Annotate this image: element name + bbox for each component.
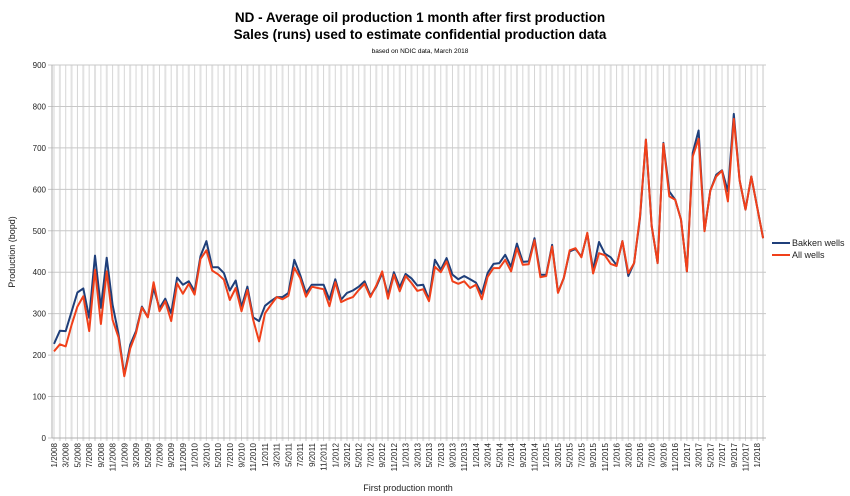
x-tick-label: 5/2015 [566,442,575,467]
x-tick-label: 1/2014 [472,442,481,467]
x-tick-label: 1/2013 [402,442,411,467]
x-tick-label: 5/2014 [495,442,504,467]
x-tick-label: 11/2010 [249,442,258,471]
x-tick-label: 7/2013 [437,442,446,467]
x-tick-label: 9/2016 [659,442,668,467]
x-tick-label: 9/2017 [730,442,739,467]
x-tick-label: 3/2010 [202,442,211,467]
x-tick-label: 3/2017 [695,442,704,467]
x-tick-label: 9/2009 [167,442,176,467]
x-tick-label: 3/2009 [132,442,141,467]
y-tick-label: 700 [33,144,47,153]
x-tick-label: 11/2015 [601,442,610,471]
y-tick-label: 400 [33,268,47,277]
x-tick-label: 7/2016 [648,442,657,467]
x-tick-label: 5/2017 [706,442,715,467]
x-tick-label: 11/2008 [109,442,118,471]
x-tick-label: 3/2012 [343,442,352,467]
x-tick-label: 11/2014 [531,442,540,471]
x-tick-label: 11/2012 [390,442,399,471]
x-tick-label: 1/2009 [120,442,129,467]
x-tick-label: 1/2011 [261,442,270,466]
x-tick-label: 1/2012 [331,442,340,467]
x-tick-label: 7/2011 [296,442,305,466]
x-tick-label: 5/2011 [284,442,293,466]
y-tick-labels: 0 100 200 300 400 500 600 700 800 900 [33,61,47,443]
x-tick-label: 1/2015 [542,442,551,467]
x-axis-title: First production month [363,483,453,493]
x-tick-label: 11/2016 [671,442,680,471]
series-line-all-wells [53,117,765,378]
x-tick-label: 7/2017 [718,442,727,467]
y-tick-label: 500 [33,227,47,236]
x-tick-label: 11/2011 [320,442,329,470]
y-tick-label: 100 [33,393,47,402]
axes [51,65,766,439]
x-tick-label: 5/2009 [144,442,153,467]
x-tick-label: 9/2013 [448,442,457,467]
x-tick-label: 9/2014 [519,442,528,467]
x-tick-labels: 1/2008 3/2008 5/2008 7/2008 9/2008 11/2008 1/2… [50,442,762,471]
x-tick-label: 9/2012 [378,442,387,467]
x-tick-label: 1/2016 [613,442,622,467]
x-tick-label: 9/2010 [238,442,247,467]
x-tick-label: 3/2014 [484,442,493,467]
x-tick-label: 3/2015 [554,442,563,467]
y-tick-label: 900 [33,61,47,70]
chart-subtitle: based on NDIC data, March 2018 [372,48,469,55]
x-tick-label: 9/2015 [589,442,598,467]
x-tick-label: 5/2008 [73,442,82,467]
x-tick-label: 5/2013 [425,442,434,467]
x-tick-label: 3/2011 [273,442,282,466]
series-lines [53,112,765,378]
y-tick-label: 600 [33,185,47,194]
x-tick-label: 1/2008 [50,442,59,467]
x-tick-label: 9/2011 [308,442,317,466]
x-tick-label: 7/2014 [507,442,516,467]
x-tick-label: 7/2012 [366,442,375,467]
y-tick-label: 0 [42,434,47,443]
x-tick-label: 1/2010 [191,442,200,467]
x-tick-label: 5/2012 [355,442,364,467]
x-tick-label: 9/2008 [97,442,106,467]
x-tick-label: 3/2008 [62,442,71,467]
chart-title-line2: Sales (runs) used to estimate confidenti… [234,27,607,42]
x-tick-label: 7/2015 [577,442,586,467]
x-tick-label: 11/2009 [179,442,188,471]
x-tick-label: 5/2010 [214,442,223,467]
y-tick-label: 200 [33,351,47,360]
x-tick-label: 11/2013 [460,442,469,471]
x-tick-label: 3/2016 [624,442,633,467]
y-tick-label: 800 [33,102,47,111]
chart-title: ND - Average oil production 1 month afte… [235,10,605,25]
x-tick-label: 7/2009 [155,442,164,467]
x-tick-label: 3/2013 [413,442,422,467]
y-axis-title: Production (bopd) [7,216,17,288]
x-tick-label: 11/2017 [741,442,750,471]
y-tick-label: 300 [33,310,47,319]
x-tick-label: 1/2018 [753,442,762,467]
legend: Bakken wells All wells [772,238,845,260]
x-tick-label: 1/2017 [683,442,692,467]
x-tick-label: 5/2016 [636,442,645,467]
legend-label-all-wells: All wells [792,250,825,260]
x-tick-label: 7/2008 [85,442,94,467]
x-tick-label: 7/2010 [226,442,235,467]
vertical-gridlines [53,65,765,441]
legend-label-bakken-wells: Bakken wells [792,238,845,248]
